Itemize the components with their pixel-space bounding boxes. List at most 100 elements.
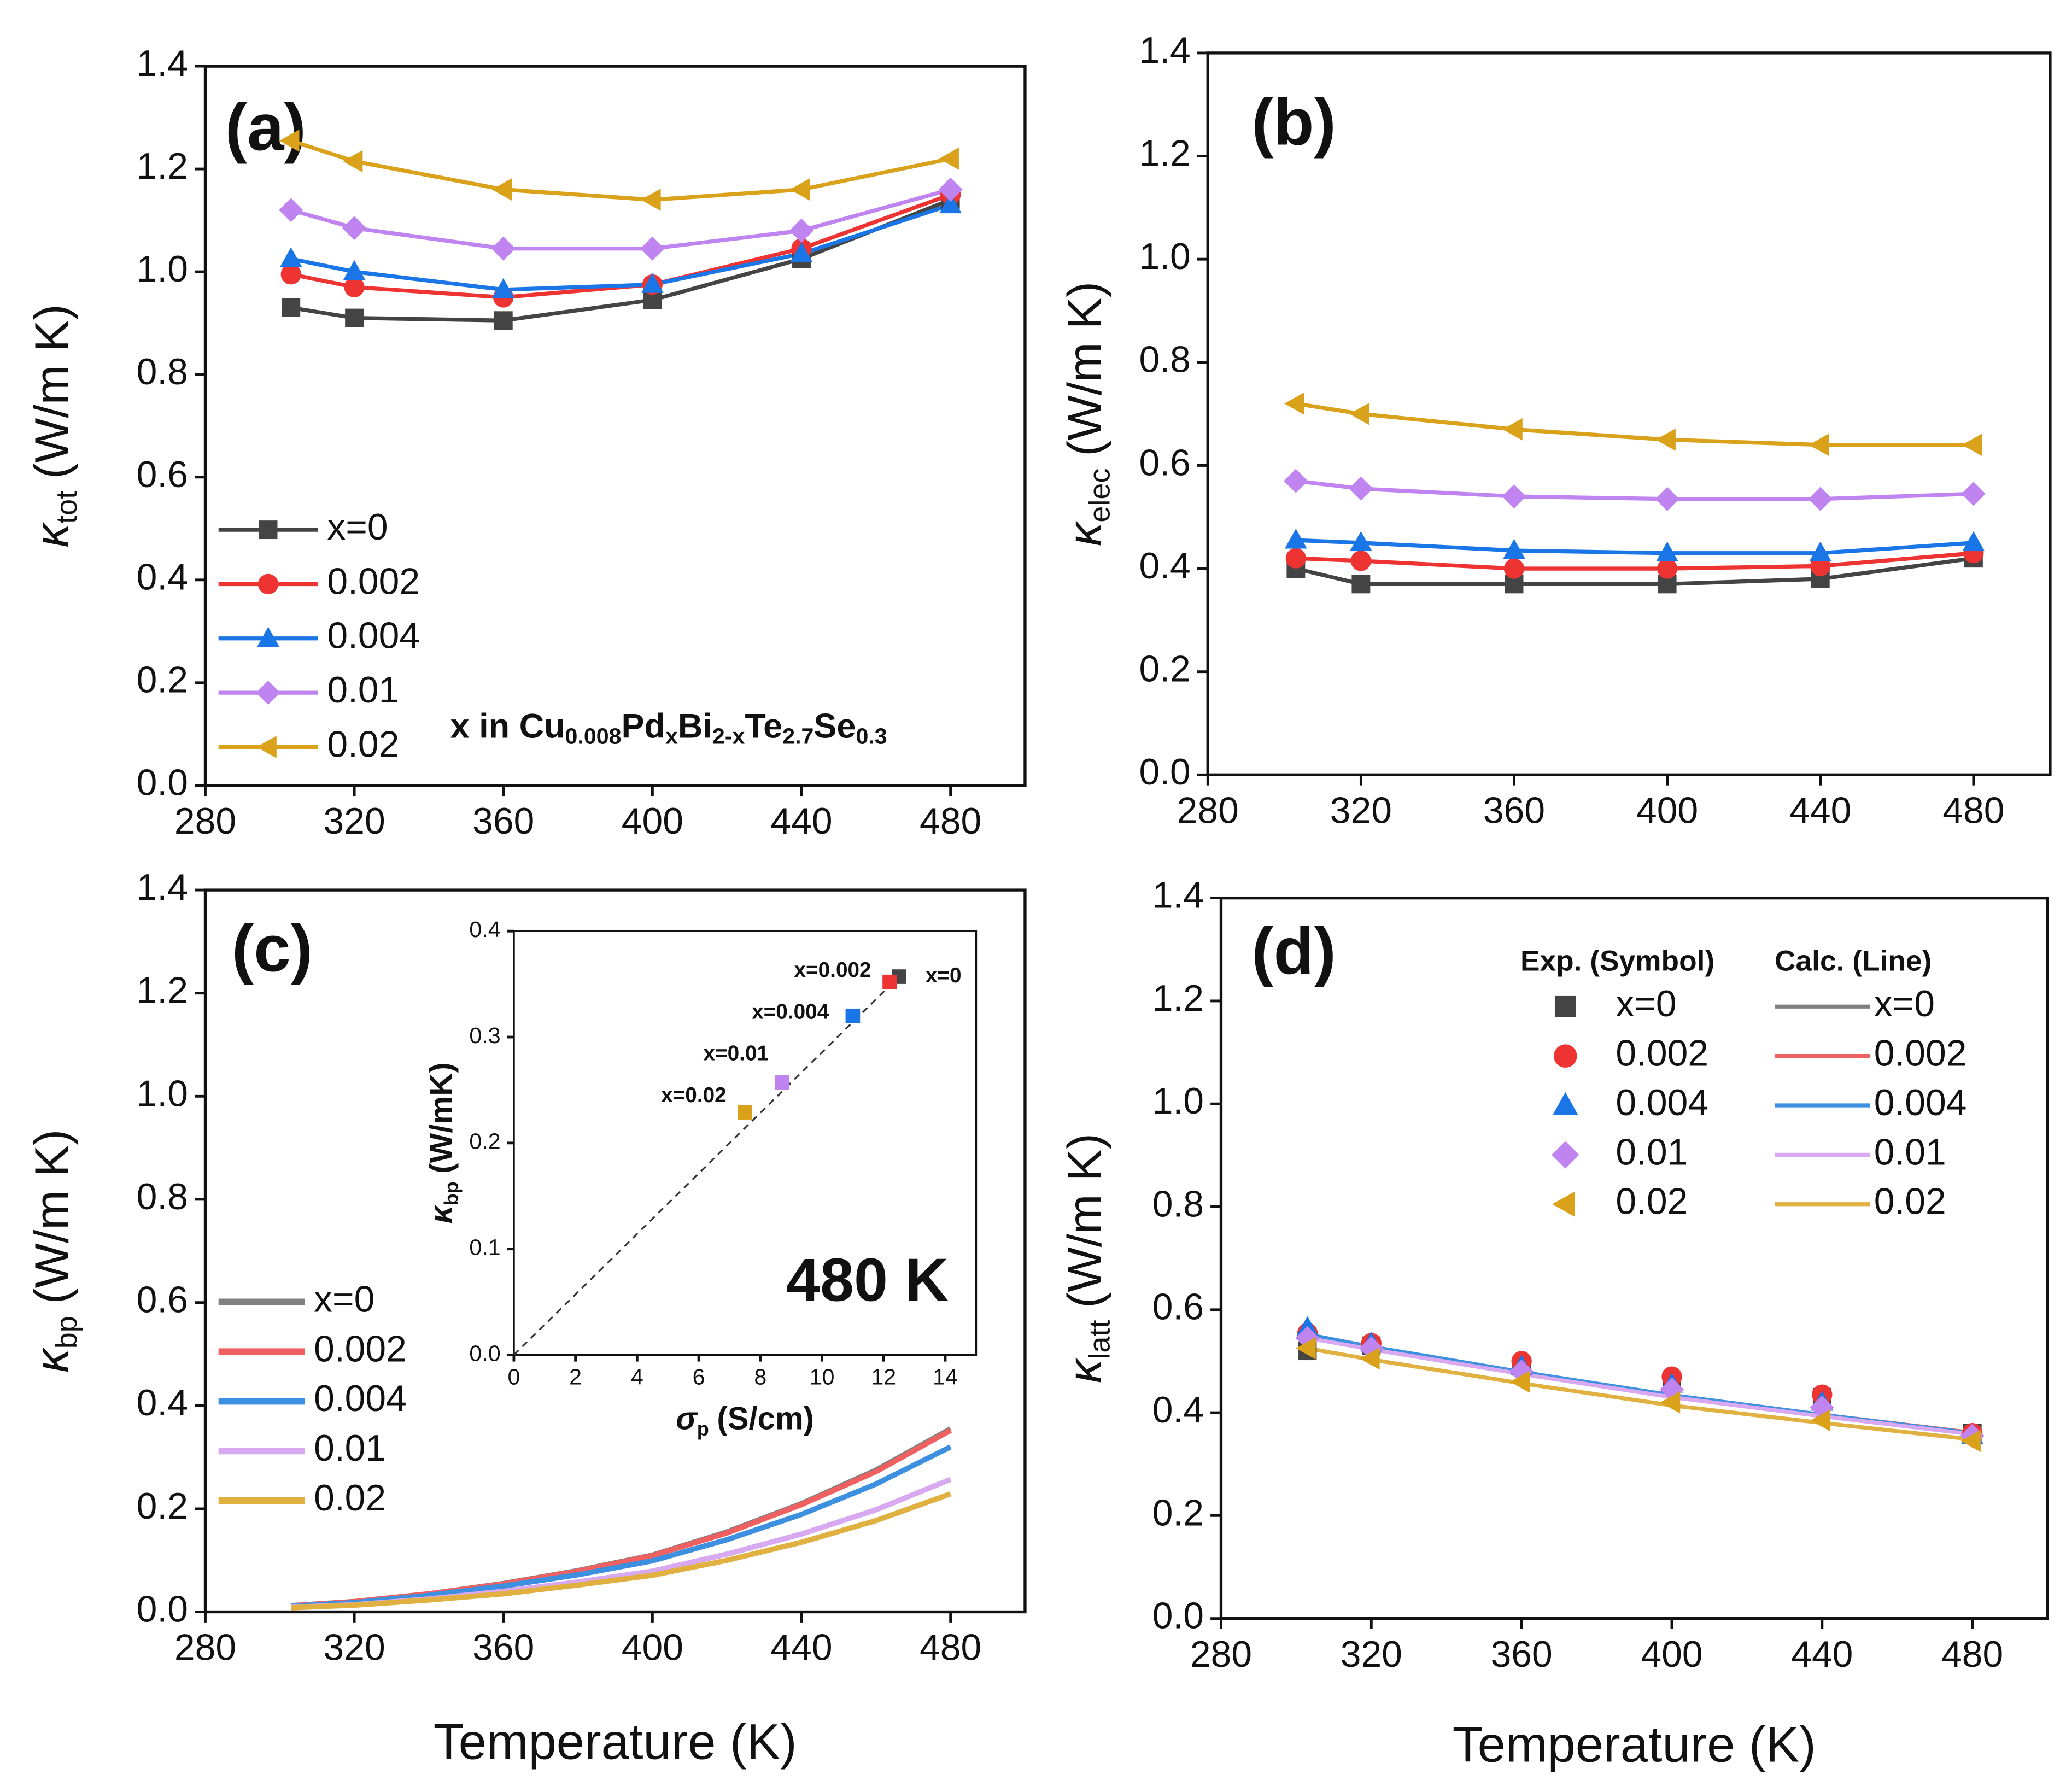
y-tick-label: 0.4 xyxy=(137,557,188,598)
annotation-sub: 0.008 xyxy=(565,723,622,748)
x-tick-label: 480 xyxy=(920,1627,981,1668)
annotation-sub: 0.3 xyxy=(856,723,887,748)
plot-frame xyxy=(1219,896,2049,1620)
marker xyxy=(1960,1430,1981,1453)
y-axis-label-symbol: κ xyxy=(26,522,79,548)
x-tick-label: 12 xyxy=(871,1364,896,1389)
marker xyxy=(738,1105,752,1120)
x-tick-label: 360 xyxy=(472,801,534,842)
legend-label: x=0 xyxy=(314,1279,374,1320)
x-tick-label: 400 xyxy=(622,1627,683,1668)
series-line xyxy=(290,188,951,251)
y-axis-label-unit: (W/m K) xyxy=(26,1129,79,1304)
x-tick-label: 280 xyxy=(174,1627,236,1668)
point-label: x=0.002 xyxy=(794,958,871,982)
marker xyxy=(492,278,515,298)
y-tick-label: 0.1 xyxy=(469,1235,500,1260)
y-axis-label-symbol: κ xyxy=(26,1346,79,1373)
x-tick-label: 280 xyxy=(1190,1634,1252,1675)
y-tick-label: 0.2 xyxy=(137,660,188,701)
marker xyxy=(789,178,810,201)
fit-line xyxy=(513,976,900,1356)
marker xyxy=(640,236,665,261)
x-axis-label: Temperature (K) xyxy=(434,1714,797,1770)
legend-label: 0.02 xyxy=(1874,1181,1946,1222)
y-tick-label: 0.2 xyxy=(1139,649,1190,690)
x-axis-label: Temperature (K) xyxy=(1453,1716,1816,1772)
y-tick-label: 0.8 xyxy=(137,1176,188,1217)
legend-label: 0.02 xyxy=(327,724,399,765)
marker xyxy=(1503,538,1525,559)
marker xyxy=(282,298,301,317)
x-tick-label: 400 xyxy=(1636,790,1698,831)
y-axis-label-sub: elec xyxy=(1084,468,1116,522)
marker xyxy=(1350,531,1372,552)
x-tick-label: 360 xyxy=(472,1627,534,1668)
point-label: x=0 xyxy=(926,964,962,987)
marker xyxy=(641,189,661,211)
legend-label: 0.002 xyxy=(1874,1033,1967,1074)
y-tick-label: 0.8 xyxy=(1152,1184,1204,1225)
plot-frame xyxy=(1206,51,2052,776)
panel-label: (c) xyxy=(232,911,313,985)
marker xyxy=(882,974,897,989)
marker xyxy=(845,1008,861,1023)
x-tick-label: 0 xyxy=(507,1364,520,1389)
legend-marker xyxy=(1554,995,1576,1017)
y-tick-label: 1.2 xyxy=(137,146,188,187)
y-axis-label-symbol: κ xyxy=(1058,1357,1111,1383)
x-tick-label: 480 xyxy=(920,801,981,842)
y-tick-label: 0.4 xyxy=(1139,546,1190,587)
y-tick-label: 0.6 xyxy=(1139,442,1190,483)
marker xyxy=(1810,1409,1831,1432)
legend-marker xyxy=(1554,1044,1577,1068)
x-tick-label: 10 xyxy=(810,1364,835,1389)
legend-marker xyxy=(256,736,277,758)
marker xyxy=(1962,531,1985,552)
y-tick-label: 0.0 xyxy=(1139,752,1190,793)
y-tick-label: 1.4 xyxy=(137,43,188,84)
marker xyxy=(342,150,363,173)
series-line xyxy=(291,1491,952,1611)
marker xyxy=(1660,1391,1681,1414)
x-tick-label: 440 xyxy=(770,1627,832,1668)
legend-label: x=0 xyxy=(327,507,388,548)
annotation-part: Te xyxy=(745,707,782,745)
legend-marker xyxy=(1552,1191,1575,1217)
y-tick-label: 0.4 xyxy=(137,1383,188,1424)
legend-label: 0.004 xyxy=(1616,1082,1708,1123)
annotation-part: Pd xyxy=(622,707,665,745)
marker xyxy=(1809,434,1829,456)
marker xyxy=(1655,428,1676,451)
legend-label: x=0 xyxy=(1874,983,1935,1024)
marker xyxy=(1349,402,1369,425)
marker xyxy=(1961,482,1986,506)
x-tick-label: 440 xyxy=(1791,1634,1853,1675)
y-tick-label: 0.6 xyxy=(137,1280,188,1321)
x-tick-label: 6 xyxy=(693,1364,705,1389)
legend-marker xyxy=(1553,1092,1578,1115)
x-tick-label: 360 xyxy=(1483,790,1545,831)
y-tick-label: 0.0 xyxy=(137,1589,188,1630)
legend-label: 0.01 xyxy=(1874,1132,1946,1173)
y-tick-label: 1.0 xyxy=(1139,236,1190,277)
series-line xyxy=(290,1444,952,1609)
y-axis-label-sub: bp xyxy=(50,1316,83,1349)
y-tick-label: 0.8 xyxy=(137,352,188,393)
y-axis-label: κbp (W/m K) xyxy=(26,1129,84,1373)
x-tick-label: 480 xyxy=(1942,790,2004,831)
inset-x-axis-label-unit: (S/cm) xyxy=(717,1401,814,1437)
x-tick-label: 14 xyxy=(933,1364,958,1389)
x-tick-label: 2 xyxy=(569,1364,582,1389)
series-line xyxy=(290,192,951,300)
marker xyxy=(939,193,962,214)
marker xyxy=(280,264,301,285)
annotation-sub: 2-x xyxy=(712,723,745,748)
annotation: x in Cu0.008PdxBi2-xTe2.7Se0.3 xyxy=(450,707,887,748)
marker xyxy=(939,147,959,170)
x-tick-label: 4 xyxy=(631,1364,643,1389)
legend-label: 0.004 xyxy=(314,1378,407,1419)
y-axis-label-sub: tot xyxy=(50,491,83,524)
marker xyxy=(494,311,513,330)
series-line xyxy=(1307,1346,1973,1442)
